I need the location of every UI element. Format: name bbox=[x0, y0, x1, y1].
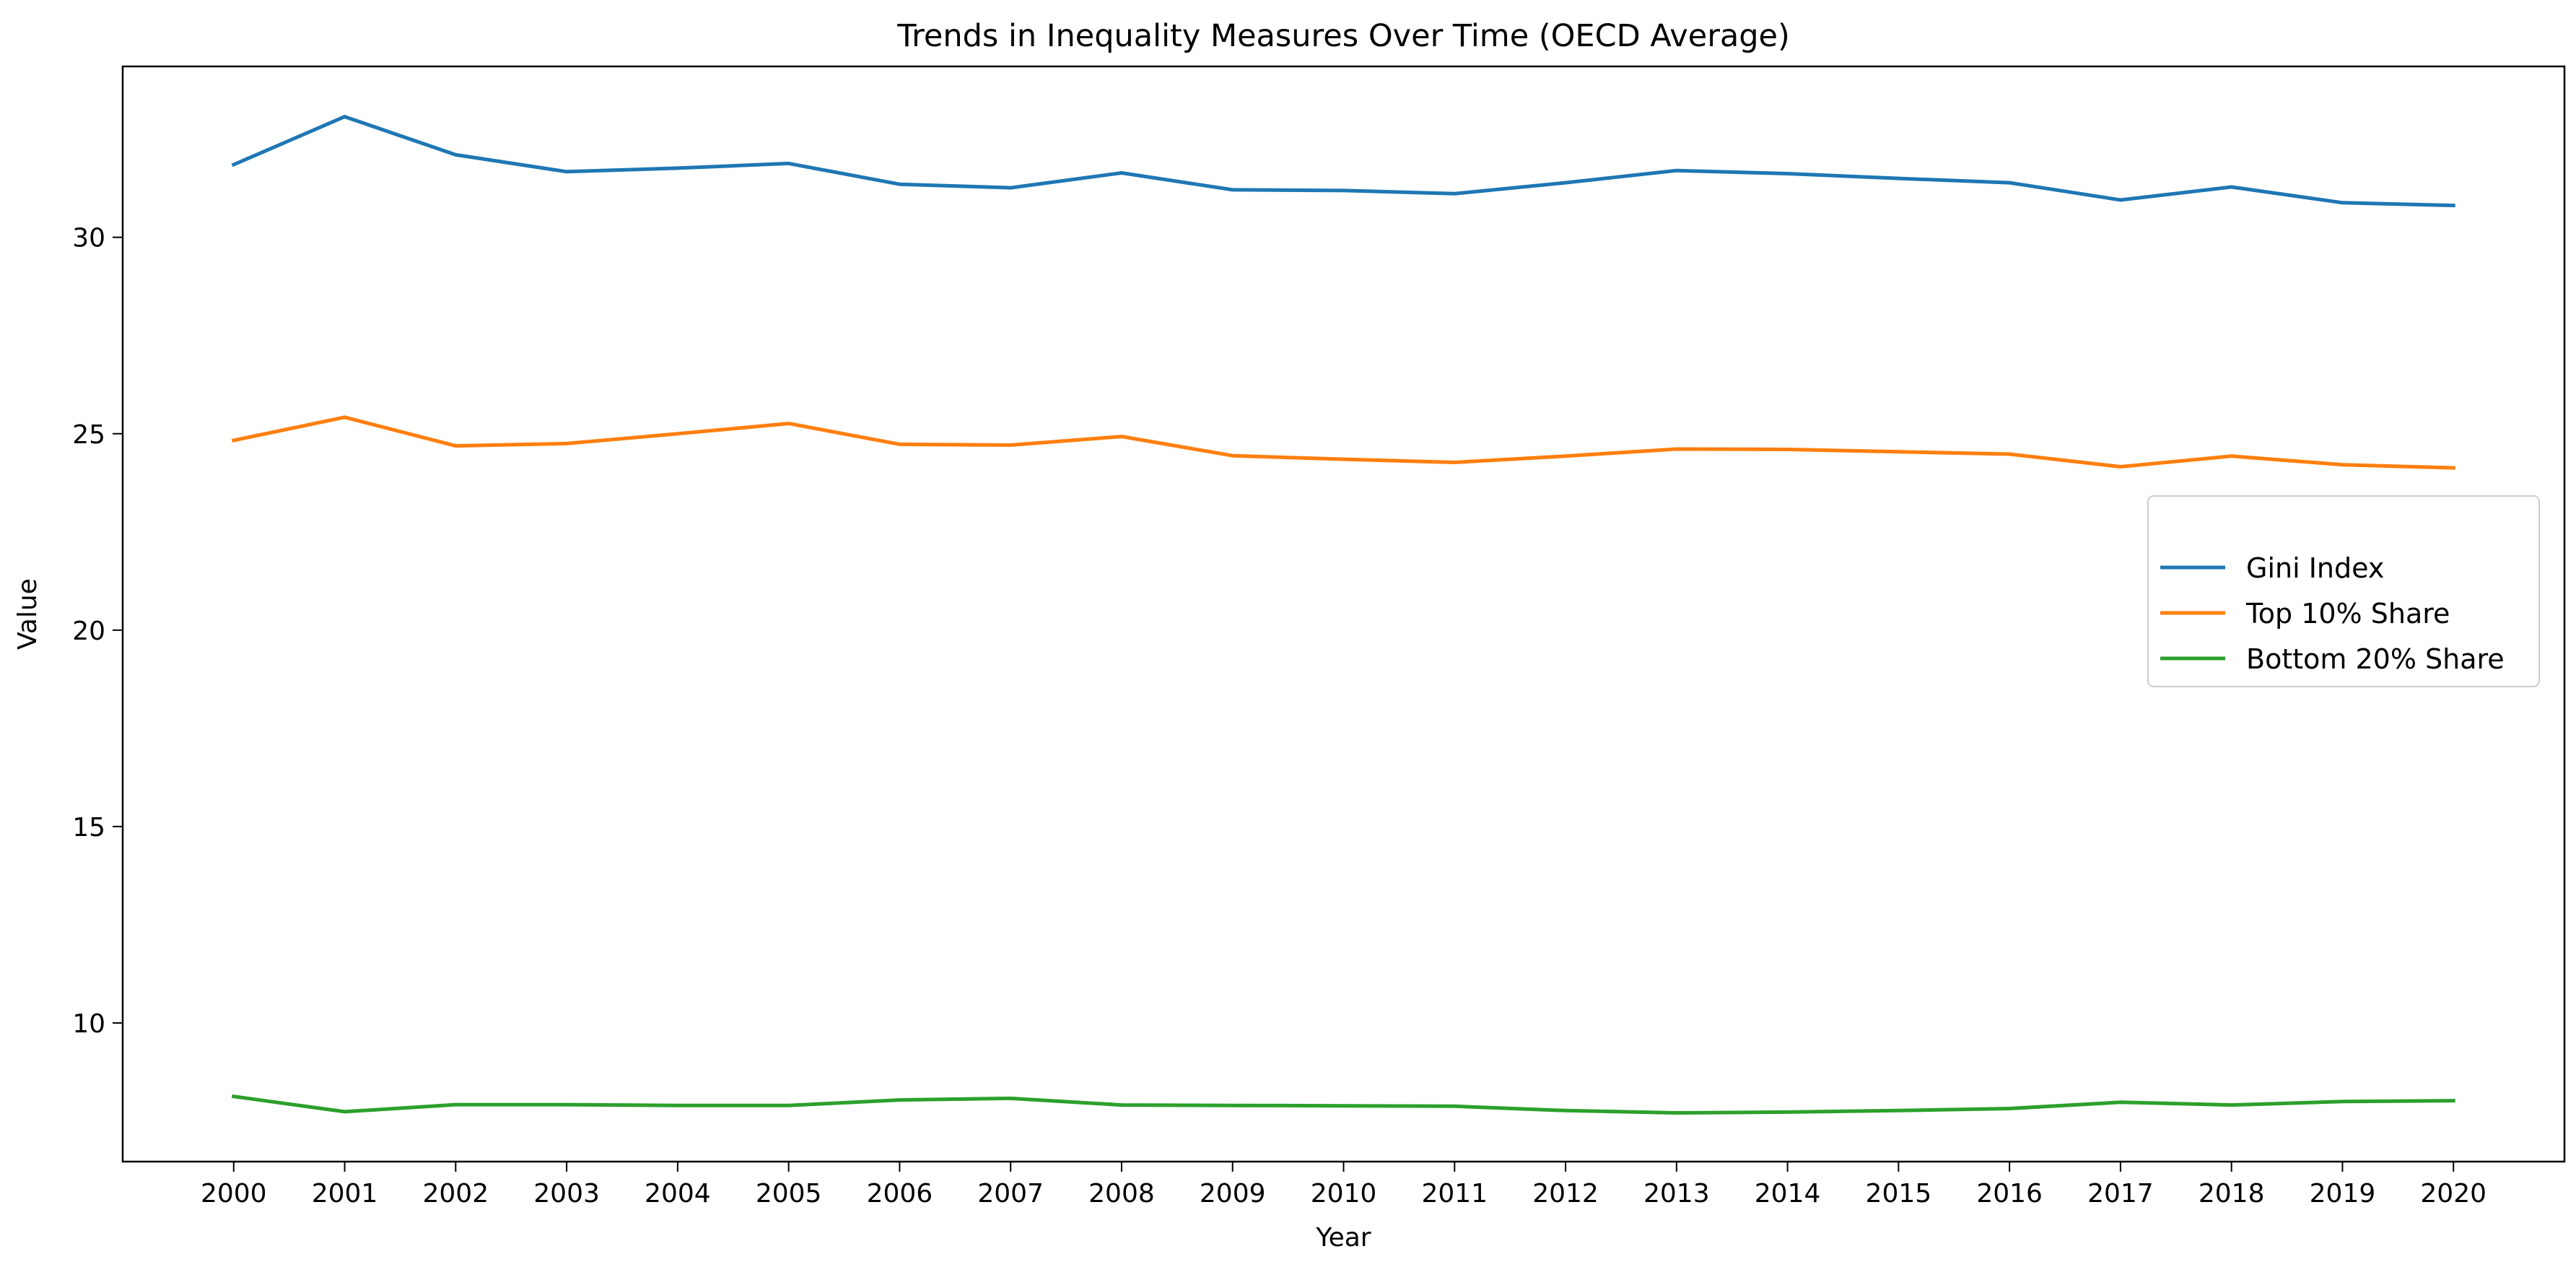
x-tick-label: 2007 bbox=[977, 1179, 1044, 1209]
y-tick-label: 30 bbox=[72, 224, 105, 253]
x-tick-label: 2001 bbox=[312, 1179, 378, 1209]
x-tick-label: 2017 bbox=[2087, 1179, 2154, 1209]
series-line-bottom-20pct-share bbox=[231, 1094, 2455, 1115]
legend-label: Bottom 20% Share bbox=[2246, 643, 2505, 675]
x-tick-label: 2018 bbox=[2199, 1179, 2265, 1209]
x-tick-label: 2004 bbox=[645, 1179, 711, 1209]
x-tick-label: 2010 bbox=[1311, 1179, 1377, 1209]
x-tick-label: 2002 bbox=[423, 1179, 489, 1209]
x-tick-label: 2012 bbox=[1532, 1179, 1599, 1209]
plot-layer bbox=[231, 115, 2455, 1115]
chart-title: Trends in Inequality Measures Over Time … bbox=[896, 18, 1790, 54]
x-tick-label: 2019 bbox=[2310, 1179, 2376, 1209]
x-tick-label: 2003 bbox=[533, 1179, 600, 1209]
y-tick-label: 15 bbox=[72, 813, 105, 843]
axes-layer: 2000 2001 2002 2003 2004 2005 2006 2007 2008 2009… bbox=[72, 224, 2487, 1209]
y-axis-label: Value bbox=[13, 578, 43, 650]
legend-label: Gini Index bbox=[2246, 552, 2384, 584]
legend-box bbox=[2147, 495, 2540, 687]
y-tick-label: 25 bbox=[72, 420, 105, 450]
x-tick-label: 2015 bbox=[1866, 1179, 1932, 1209]
legend: Gini Index Top 10% Share Bottom 20% Share bbox=[2147, 495, 2540, 687]
series-line-top-10pct-share bbox=[231, 415, 2455, 470]
x-tick-label: 2014 bbox=[1755, 1179, 1821, 1209]
x-tick-label: 2016 bbox=[1976, 1179, 2043, 1209]
x-tick-label: 2009 bbox=[1200, 1179, 1266, 1209]
series-line-gini-index bbox=[231, 115, 2455, 208]
x-tick-label: 2000 bbox=[201, 1179, 267, 1209]
legend-label: Top 10% Share bbox=[2245, 598, 2450, 630]
x-tick-label: 2020 bbox=[2420, 1179, 2487, 1209]
x-tick-label: 2006 bbox=[867, 1179, 933, 1209]
x-tick-label: 2011 bbox=[1421, 1179, 1488, 1209]
x-axis-label: Year bbox=[1315, 1223, 1371, 1253]
x-tick-label: 2005 bbox=[756, 1179, 822, 1209]
x-tick-label: 2013 bbox=[1643, 1179, 1710, 1209]
y-tick-label: 10 bbox=[72, 1009, 105, 1039]
y-tick-label: 20 bbox=[72, 617, 105, 646]
x-tick-label: 2008 bbox=[1088, 1179, 1155, 1209]
